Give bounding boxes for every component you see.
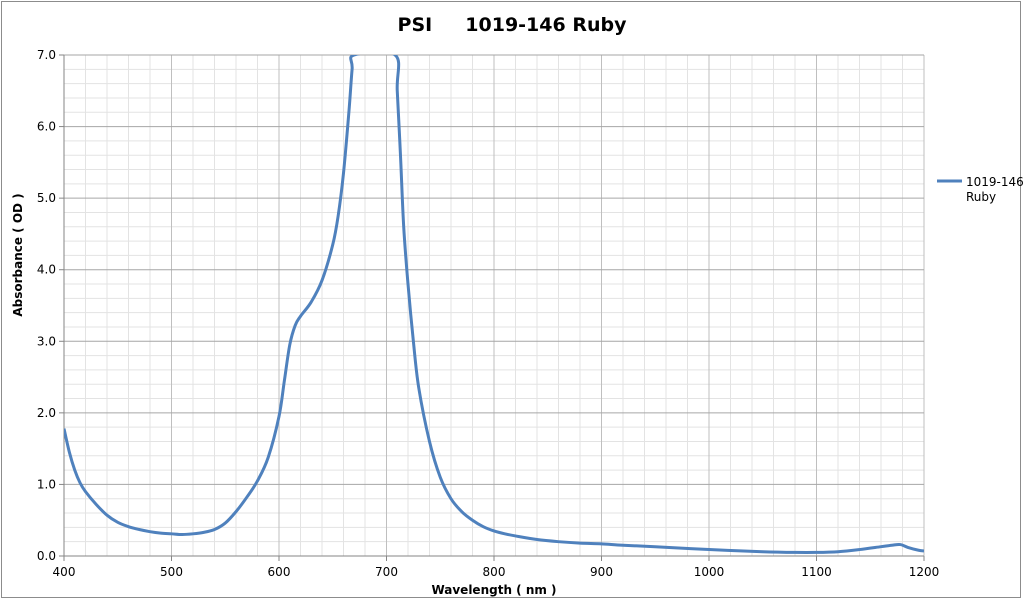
y-tick-label: 4.0 xyxy=(37,263,56,277)
y-tick-label: 0.0 xyxy=(37,549,56,563)
y-tick-label: 5.0 xyxy=(37,191,56,205)
axes xyxy=(59,54,925,561)
x-tick-labels: 400 500 600 700 800 900 1000 1100 1200 xyxy=(53,565,940,579)
x-tick-label: 800 xyxy=(483,565,506,579)
chart-title: PSI 1019-146 Ruby xyxy=(397,14,627,36)
x-tick-label: 1100 xyxy=(801,565,832,579)
x-axis-label: Wavelength ( nm ) xyxy=(431,583,556,597)
legend: 1019-146 Ruby xyxy=(937,175,1024,204)
x-tick-label: 1000 xyxy=(694,565,725,579)
y-tick-label: 2.0 xyxy=(37,406,56,420)
series-group xyxy=(64,55,924,555)
y-tick-label: 1.0 xyxy=(37,477,56,491)
y-tick-label: 7.0 xyxy=(37,48,56,62)
major-gridlines xyxy=(64,54,925,556)
y-tick-label: 3.0 xyxy=(37,334,56,348)
x-tick-label: 500 xyxy=(160,565,183,579)
y-axis-label: Absorbance ( OD ) xyxy=(11,193,25,316)
y-tick-labels: 0.0 1.0 2.0 3.0 4.0 5.0 6.0 7.0 xyxy=(37,48,56,563)
x-tick-label: 1200 xyxy=(909,565,940,579)
y-tick-label: 6.0 xyxy=(37,120,56,134)
x-tick-label: 900 xyxy=(590,565,613,579)
series-line xyxy=(64,55,924,555)
x-tick-label: 400 xyxy=(53,565,76,579)
x-tick-label: 600 xyxy=(268,565,291,579)
legend-label: 1019-146 Ruby xyxy=(966,175,1024,204)
x-tick-label: 700 xyxy=(375,565,398,579)
